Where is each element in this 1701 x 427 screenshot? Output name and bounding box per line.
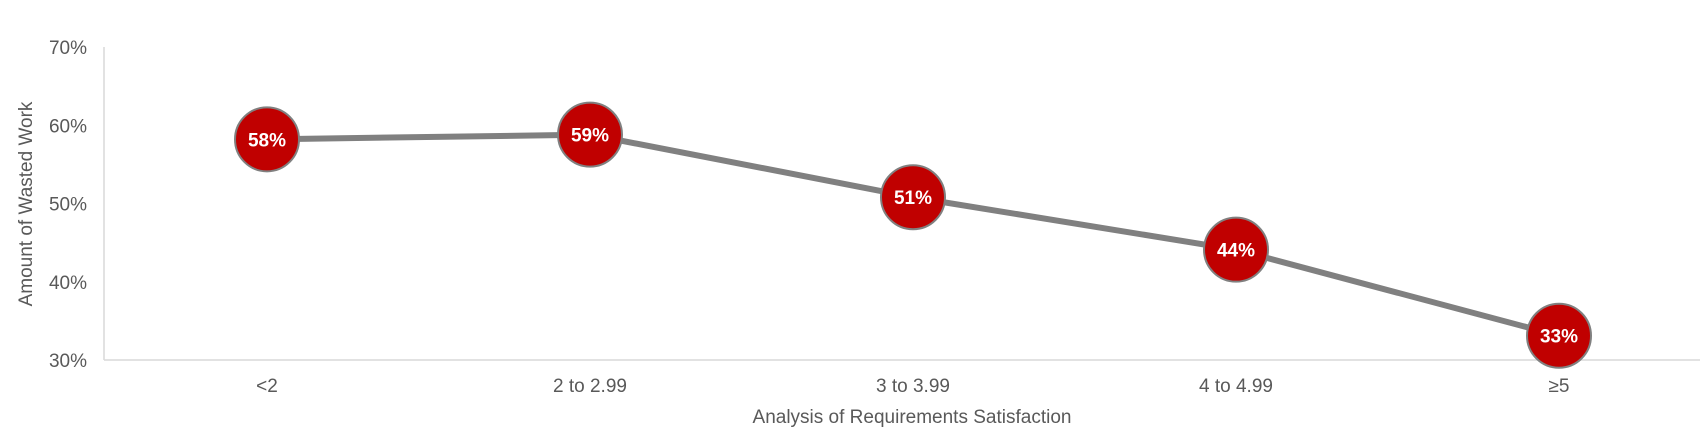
x-axis-title: Analysis of Requirements Satisfaction <box>753 407 1072 427</box>
data-label: 58% <box>248 130 286 151</box>
data-label: 44% <box>1217 241 1255 262</box>
data-label: 59% <box>571 126 609 147</box>
data-point-marker <box>880 164 946 231</box>
y-tick-label: 60% <box>49 116 87 137</box>
data-point-marker <box>1203 216 1269 283</box>
x-tick-labels: <2 2 to 2.99 3 to 3.99 4 to 4.99 ≥5 <box>256 376 1569 397</box>
x-tick-label: 3 to 3.99 <box>876 376 950 397</box>
x-tick-label: <2 <box>256 376 278 397</box>
x-tick-label: 4 to 4.99 <box>1199 376 1273 397</box>
data-point-marker <box>1526 302 1592 369</box>
data-label: 51% <box>894 188 932 209</box>
y-tick-label: 40% <box>49 273 87 294</box>
y-tick-labels: 30% 40% 50% 60% 70% <box>49 38 87 372</box>
y-axis-title: Amount of Wasted Work <box>16 101 37 306</box>
y-tick-label: 50% <box>49 195 87 216</box>
y-tick-label: 70% <box>49 38 87 59</box>
axes <box>103 47 1700 361</box>
plot-area: 58% 59% 51% 44% 33% <box>234 101 1592 369</box>
x-tick-label: ≥5 <box>1549 376 1570 397</box>
x-tick-label: 2 to 2.99 <box>553 376 627 397</box>
data-point-marker <box>557 101 623 168</box>
data-label: 33% <box>1540 327 1578 348</box>
data-point-marker <box>234 106 300 173</box>
y-tick-label: 30% <box>49 351 87 372</box>
